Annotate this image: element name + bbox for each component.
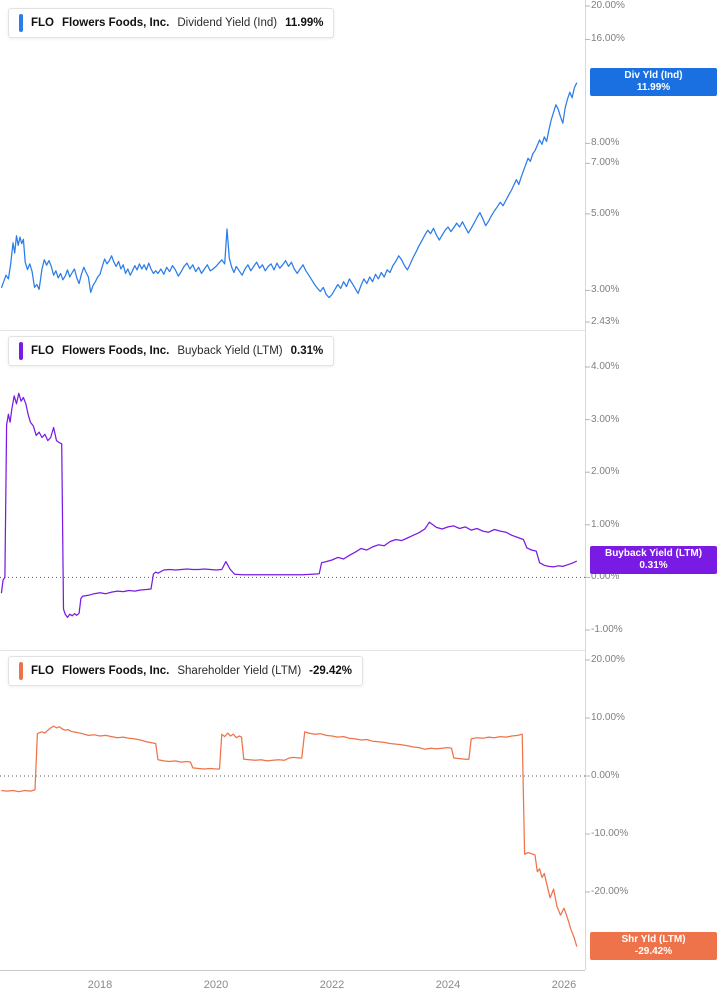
- ticker-symbol: FLO: [31, 345, 54, 357]
- y-axis-tick-label: 16.00%: [591, 33, 625, 45]
- badge-metric-label: Div Yld (Ind): [624, 69, 683, 81]
- badge-buyback-yield[interactable]: Buyback Yield (LTM) 0.31%: [590, 546, 717, 575]
- y-axis-tick-label: 7.00%: [591, 157, 620, 169]
- metric-name: Shareholder Yield (LTM): [177, 665, 302, 677]
- legend-color-bar: [19, 14, 23, 32]
- badge-div-yld[interactable]: Div Yld (Ind) 11.99%: [590, 67, 717, 96]
- badge-value: 0.31%: [639, 560, 668, 572]
- y-axis-tick-label: 20.00%: [591, 0, 625, 11]
- metric-value: -29.42%: [309, 665, 352, 677]
- shareholder-yield-ltm--line: [1, 725, 578, 947]
- badge-metric-label: Shr Yld (LTM): [621, 933, 686, 945]
- x-axis-year-label: 2024: [435, 979, 461, 991]
- badge-value: 11.99%: [636, 81, 671, 93]
- legend-color-bar: [19, 342, 23, 360]
- y-axis-tick-label: 8.00%: [591, 137, 620, 149]
- legend-shareholder-yield[interactable]: FLO Flowers Foods, Inc. Shareholder Yiel…: [8, 656, 363, 686]
- x-axis-year-label: 2026: [551, 979, 577, 991]
- y-axis-tick-label: 0.00%: [591, 770, 620, 781]
- y-axis-tick-label: 3.00%: [591, 284, 620, 296]
- y-axis-tick-label: 1.00%: [591, 518, 620, 530]
- ticker-symbol: FLO: [31, 17, 54, 29]
- buyback-yield-ltm--line: [0, 392, 578, 619]
- y-axis-tick-label: 5.00%: [591, 207, 620, 219]
- y-axis-tick-label: -10.00%: [591, 828, 629, 839]
- company-name: Flowers Foods, Inc.: [62, 17, 170, 29]
- legend-buyback-yield[interactable]: FLO Flowers Foods, Inc. Buyback Yield (L…: [8, 336, 335, 366]
- y-axis-tick-label: 2.43%: [591, 316, 620, 327]
- x-axis-year-label: 2022: [319, 979, 345, 991]
- y-axis-tick-label: 0.00%: [591, 571, 620, 583]
- y-axis-tick-label: -1.00%: [591, 624, 623, 635]
- company-name: Flowers Foods, Inc.: [62, 665, 170, 677]
- company-name: Flowers Foods, Inc.: [62, 345, 170, 357]
- dividend-yield-ind--line: [0, 82, 578, 299]
- legend-dividend-yield[interactable]: FLO Flowers Foods, Inc. Dividend Yield (…: [8, 8, 335, 38]
- metric-value: 11.99%: [285, 17, 324, 29]
- metric-name: Dividend Yield (Ind): [177, 17, 278, 29]
- x-axis-year-label: 2018: [87, 979, 113, 991]
- y-axis-tick-label: 4.00%: [591, 361, 620, 372]
- y-axis-tick-label: 3.00%: [591, 413, 620, 425]
- metric-value: 0.31%: [290, 345, 324, 357]
- badge-metric-label: Buyback Yield (LTM): [604, 548, 703, 560]
- ticker-symbol: FLO: [31, 665, 54, 677]
- metric-name: Buyback Yield (LTM): [177, 345, 283, 357]
- legend-color-bar: [19, 662, 23, 680]
- y-axis-tick-label: 2.00%: [591, 466, 620, 478]
- x-axis-year-label: 2020: [203, 979, 229, 991]
- y-axis-tick-label: 10.00%: [591, 712, 625, 723]
- badge-shr-yld[interactable]: Shr Yld (LTM) -29.42%: [590, 931, 717, 960]
- y-axis-tick-label: 20.00%: [591, 654, 625, 665]
- badge-value: -29.42%: [634, 945, 673, 957]
- y-axis-tick-label: -20.00%: [591, 886, 629, 897]
